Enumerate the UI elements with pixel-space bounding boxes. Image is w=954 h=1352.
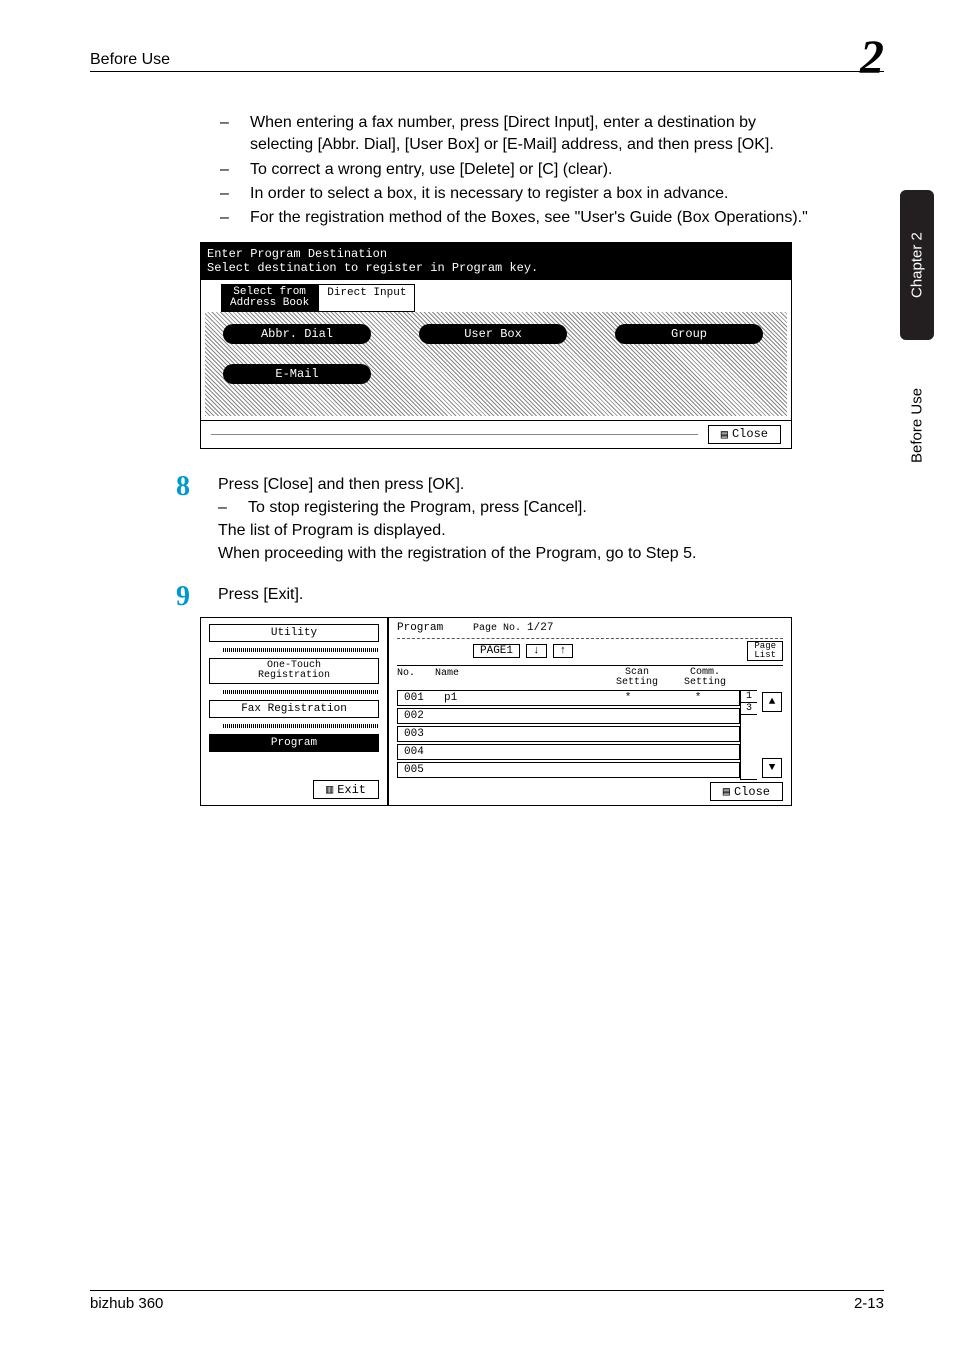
program-list-panel: Program Page No. 1/27 PAGE1 ↓ ↑ Page Lis… <box>389 618 791 805</box>
cell-name <box>444 710 593 722</box>
cell-no: 005 <box>404 764 444 776</box>
count-top: 1 <box>741 691 757 703</box>
list-header-2: PAGE1 ↓ ↑ Page List <box>397 639 783 666</box>
product-name: bizhub 360 <box>90 1295 163 1312</box>
close-icon: ▤ <box>721 427 728 442</box>
cell-no: 001 <box>404 692 444 704</box>
tab-row: Select from Address Book Direct Input <box>221 284 787 312</box>
scroll-down-button[interactable]: ▼ <box>762 758 782 778</box>
side-tab-section: Before Use <box>900 350 934 500</box>
table-header: No. Name Scan Setting Comm. Setting <box>397 666 783 690</box>
bullet-item: In order to select a box, it is necessar… <box>220 183 820 205</box>
page-indicator: 1/27 <box>527 622 553 634</box>
close-row: ▤ Close <box>201 420 791 448</box>
user-box-button[interactable]: User Box <box>419 324 567 344</box>
screen-enter-destination: Enter Program Destination Select destina… <box>200 242 792 449</box>
page-name-field[interactable]: PAGE1 <box>473 644 520 658</box>
page-down-button[interactable]: ↓ <box>526 644 547 658</box>
cell-no: 003 <box>404 728 444 740</box>
crumb-connector <box>223 690 379 694</box>
content-area: When entering a fax number, press [Direc… <box>220 112 820 806</box>
exit-button[interactable]: ▥ Exit <box>313 780 379 799</box>
table-rows-area: 001 p1 * * 002 003 <box>397 690 783 780</box>
tab-direct-input[interactable]: Direct Input <box>318 284 415 312</box>
scroll-up-button[interactable]: ▲ <box>762 692 782 712</box>
button-row-2: E-Mail <box>223 364 769 384</box>
crumb-connector <box>223 648 379 652</box>
bullet-item: For the registration method of the Boxes… <box>220 207 820 229</box>
section-title: Before Use <box>90 51 170 69</box>
abbr-dial-button[interactable]: Abbr. Dial <box>223 324 371 344</box>
th-scan: Scan Setting <box>607 668 667 688</box>
step-sub-bullet: To stop registering the Program, press [… <box>218 496 697 519</box>
step-number: 9 <box>164 583 190 611</box>
page-footer: bizhub 360 2-13 <box>90 1290 884 1312</box>
close-button[interactable]: ▤ Close <box>710 782 783 801</box>
side-tab-chapter: Chapter 2 <box>900 190 934 340</box>
chapter-number: 2 <box>860 44 884 73</box>
page: Before Use 2 Chapter 2 Before Use When e… <box>0 0 954 1352</box>
screen-header: Enter Program Destination Select destina… <box>201 243 791 280</box>
rows-block: 001 p1 * * 002 003 <box>397 690 740 780</box>
page-up-button[interactable]: ↑ <box>553 644 574 658</box>
page-header: Before Use 2 <box>90 40 884 72</box>
table-row[interactable]: 003 <box>397 726 740 742</box>
th-no: No. <box>397 668 427 688</box>
close-label: Close <box>732 427 768 441</box>
cell-scan: * <box>593 692 663 704</box>
table-row[interactable]: 005 <box>397 762 740 778</box>
cell-no: 002 <box>404 710 444 722</box>
crumb-connector <box>223 724 379 728</box>
step-line: The list of Program is displayed. <box>218 519 697 542</box>
table-row[interactable]: 002 <box>397 708 740 724</box>
crumb-one-touch[interactable]: One-Touch Registration <box>209 658 379 684</box>
hatched-area: Abbr. Dial User Box Group E-Mail <box>205 312 787 416</box>
pageno-label: Page No. <box>473 623 521 634</box>
bullet-item: When entering a fax number, press [Direc… <box>220 112 820 157</box>
close-row: ▤ Close <box>397 780 783 801</box>
count-bottom: 3 <box>741 703 757 715</box>
close-button[interactable]: ▤ Close <box>708 425 781 444</box>
page-number: 2-13 <box>854 1295 884 1312</box>
exit-row: ▥ Exit <box>209 780 379 799</box>
button-row-1: Abbr. Dial User Box Group <box>223 324 769 344</box>
step-main-text: Press [Exit]. <box>218 583 303 606</box>
step-body: Press [Exit]. <box>218 583 303 611</box>
program-label: Program <box>397 622 467 634</box>
intro-bullet-list: When entering a fax number, press [Direc… <box>220 112 820 230</box>
table-row[interactable]: 001 p1 * * <box>397 690 740 706</box>
page-list-button[interactable]: Page List <box>747 641 783 661</box>
th-name: Name <box>435 668 599 688</box>
step-line: When proceeding with the registration of… <box>218 542 697 565</box>
cell-name: p1 <box>444 692 593 704</box>
tab-address-book[interactable]: Select from Address Book <box>221 284 318 312</box>
screen-program-list: Utility One-Touch Registration Fax Regis… <box>200 617 792 806</box>
list-header: Program Page No. 1/27 <box>397 622 783 639</box>
step-9: 9 Press [Exit]. <box>220 583 820 611</box>
exit-label: Exit <box>337 783 366 797</box>
close-icon: ▤ <box>723 784 730 799</box>
close-label: Close <box>734 785 770 799</box>
step-8: 8 Press [Close] and then press [OK]. To … <box>220 473 820 566</box>
crumb-program[interactable]: Program <box>209 734 379 752</box>
breadcrumb-panel: Utility One-Touch Registration Fax Regis… <box>201 618 389 805</box>
screen-title-1: Enter Program Destination <box>207 247 785 261</box>
table-row[interactable]: 004 <box>397 744 740 760</box>
email-button[interactable]: E-Mail <box>223 364 371 384</box>
th-comm: Comm. Setting <box>675 668 735 688</box>
bullet-item: To correct a wrong entry, use [Delete] o… <box>220 159 820 181</box>
crumb-fax-registration[interactable]: Fax Registration <box>209 700 379 718</box>
step-number: 8 <box>164 473 190 566</box>
group-button[interactable]: Group <box>615 324 763 344</box>
cell-comm: * <box>663 692 733 704</box>
screen-title-2: Select destination to register in Progra… <box>207 261 785 275</box>
exit-icon: ▥ <box>326 782 333 797</box>
scroll-column: ▲ ▼ <box>757 690 783 780</box>
step-main-text: Press [Close] and then press [OK]. <box>218 473 697 496</box>
crumb-utility[interactable]: Utility <box>209 624 379 642</box>
step-body: Press [Close] and then press [OK]. To st… <box>218 473 697 566</box>
cell-no: 004 <box>404 746 444 758</box>
count-column: 1 3 <box>740 690 757 780</box>
screen-body: Select from Address Book Direct Input Ab… <box>201 280 791 420</box>
